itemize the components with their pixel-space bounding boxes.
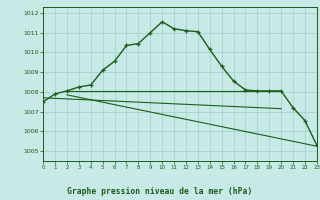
Text: Graphe pression niveau de la mer (hPa): Graphe pression niveau de la mer (hPa)	[68, 187, 252, 196]
